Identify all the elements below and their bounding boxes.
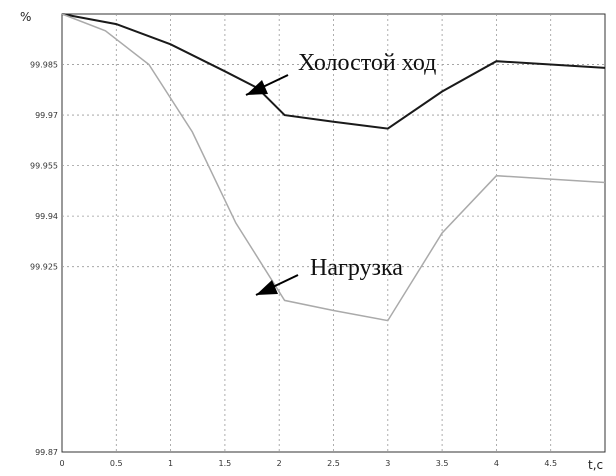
x-tick-label: 0.5 <box>110 459 123 468</box>
y-tick-label: 99.94 <box>35 212 58 221</box>
x-tick-label: 4.5 <box>544 459 557 468</box>
x-tick-label: 2 <box>277 459 282 468</box>
x-tick-label: 1 <box>168 459 173 468</box>
x-tick-label: 0 <box>59 459 64 468</box>
series-line-2 <box>61 13 606 322</box>
x-tick-labels: 0 0.5 1 1.5 2 2.5 3 3.5 4 4.5 <box>59 459 557 468</box>
y-tick-label: 99.925 <box>30 263 58 272</box>
x-tick-label: 4 <box>494 459 499 468</box>
y-tick-label: 99.87 <box>35 448 58 457</box>
x-tick-label: 3.5 <box>436 459 449 468</box>
y-tick-label: 99.97 <box>35 111 58 120</box>
annotation-load-label: Нагрузка <box>310 255 403 281</box>
y-tick-label: 99.955 <box>30 162 58 171</box>
y-tick-labels: 99.985 99.97 99.955 99.94 99.925 99.87 <box>30 61 58 457</box>
x-axis-label: t,c <box>588 458 603 472</box>
annotation-idle-arrowhead <box>246 80 268 95</box>
x-tick-label: 3 <box>385 459 390 468</box>
x-tick-label: 2.5 <box>327 459 340 468</box>
series-layer <box>61 13 606 322</box>
series-line-1 <box>61 13 606 130</box>
x-tick-label: 1.5 <box>219 459 232 468</box>
y-axis-label: % <box>20 10 31 24</box>
y-tick-label: 99.985 <box>30 61 58 70</box>
annotation-load-arrowhead <box>256 280 278 295</box>
annotation-load: Нагрузка <box>255 255 403 296</box>
annotation-idle-label: Холостой ход <box>298 50 436 76</box>
grid <box>62 14 605 452</box>
annotation-idle: Холостой ход <box>245 50 436 96</box>
